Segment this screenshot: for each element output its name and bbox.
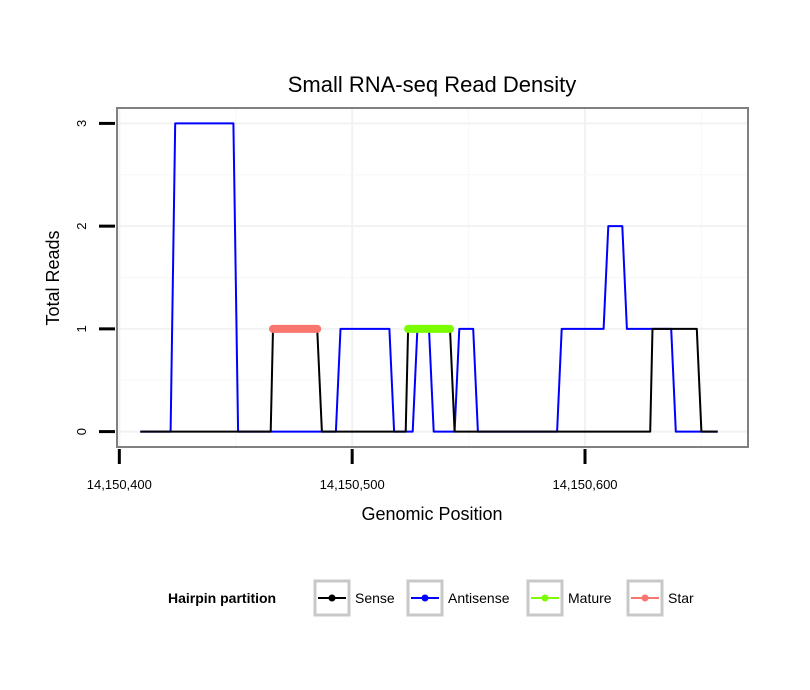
- legend-key-dot: [541, 594, 549, 602]
- series-layer: [140, 122, 718, 433]
- y-tick-label: 0: [74, 428, 89, 435]
- x-tick-label: 14,150,500: [320, 477, 385, 492]
- y-tick-label: 3: [74, 120, 89, 127]
- legend-key-box: [406, 579, 444, 617]
- legend-item-antisense: Antisense: [406, 579, 510, 617]
- legend-item-sense: Sense: [313, 579, 395, 617]
- legend-items: Sense Antisense Mature Star: [313, 579, 694, 617]
- legend: Hairpin partition Sense Antisense Mature St…: [168, 579, 694, 617]
- legend-key-dot: [328, 594, 336, 602]
- legend-label: Sense: [355, 590, 395, 606]
- y-tick-label: 1: [74, 325, 89, 332]
- y-axis-title: Total Reads: [43, 230, 63, 325]
- legend-title: Hairpin partition: [168, 590, 276, 606]
- x-tick-label: 14,150,600: [552, 477, 617, 492]
- axes: 14,150,400 14,150,500 14,150,600 0 1 2 3: [74, 120, 618, 492]
- y-tick-label: 2: [74, 222, 89, 229]
- legend-key-dot: [421, 594, 429, 602]
- legend-key-dot: [641, 594, 649, 602]
- legend-label: Mature: [568, 590, 612, 606]
- x-tick-label: 14,150,400: [87, 477, 152, 492]
- x-axis-title: Genomic Position: [361, 504, 502, 524]
- legend-item-star: Star: [626, 579, 694, 617]
- legend-label: Star: [668, 590, 694, 606]
- legend-label: Antisense: [448, 590, 510, 606]
- legend-item-mature: Mature: [526, 579, 612, 617]
- chart-title: Small RNA-seq Read Density: [288, 72, 577, 97]
